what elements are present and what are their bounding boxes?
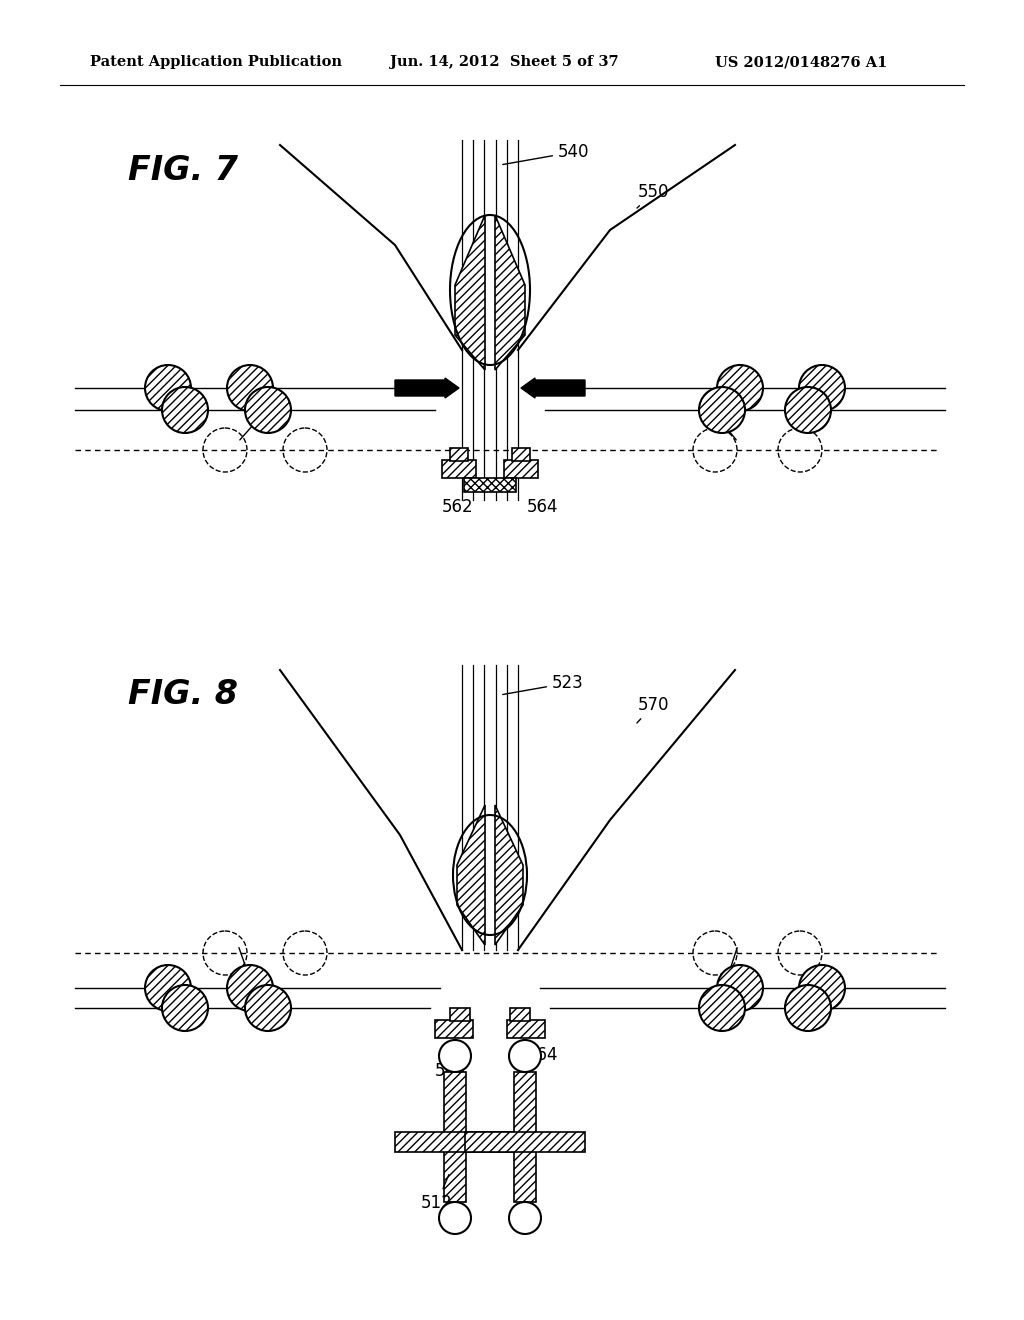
Ellipse shape <box>162 387 208 433</box>
Text: 562: 562 <box>442 498 474 516</box>
Ellipse shape <box>717 366 763 411</box>
Bar <box>435 1020 473 1038</box>
Text: FIG. 7: FIG. 7 <box>128 153 238 186</box>
Ellipse shape <box>799 366 845 411</box>
Text: FIG. 8: FIG. 8 <box>128 678 238 711</box>
Ellipse shape <box>227 366 273 411</box>
Polygon shape <box>455 215 485 370</box>
Ellipse shape <box>509 1040 541 1072</box>
Text: 562: 562 <box>442 1045 474 1064</box>
Bar <box>450 1008 470 1020</box>
Bar <box>464 478 516 492</box>
Text: US 2012/0148276 A1: US 2012/0148276 A1 <box>715 55 888 69</box>
Ellipse shape <box>145 366 191 411</box>
Ellipse shape <box>245 985 291 1031</box>
Ellipse shape <box>799 965 845 1011</box>
Bar <box>507 1020 545 1038</box>
Text: 512: 512 <box>421 1175 453 1212</box>
Ellipse shape <box>145 965 191 1011</box>
Ellipse shape <box>699 387 745 433</box>
Polygon shape <box>495 805 523 945</box>
Text: Patent Application Publication: Patent Application Publication <box>90 55 342 69</box>
Ellipse shape <box>699 985 745 1031</box>
Ellipse shape <box>162 985 208 1031</box>
Text: 550: 550 <box>637 183 670 209</box>
Bar <box>450 447 468 461</box>
Polygon shape <box>495 215 525 370</box>
Bar <box>504 459 538 478</box>
Ellipse shape <box>785 387 831 433</box>
Bar <box>465 1133 585 1152</box>
Ellipse shape <box>785 985 831 1031</box>
Ellipse shape <box>439 1203 471 1234</box>
Text: Jun. 14, 2012  Sheet 5 of 37: Jun. 14, 2012 Sheet 5 of 37 <box>390 55 618 69</box>
Bar <box>442 459 476 478</box>
Text: 570: 570 <box>637 696 670 723</box>
Text: 563: 563 <box>435 1063 467 1080</box>
Text: 540: 540 <box>503 143 590 165</box>
FancyArrow shape <box>395 378 459 399</box>
Ellipse shape <box>245 387 291 433</box>
Bar <box>395 1133 515 1152</box>
Text: 523: 523 <box>503 675 584 694</box>
Bar <box>512 447 530 461</box>
Text: 564: 564 <box>526 1045 558 1064</box>
Bar <box>444 1072 466 1203</box>
FancyArrow shape <box>521 378 585 399</box>
Ellipse shape <box>227 965 273 1011</box>
Ellipse shape <box>509 1203 541 1234</box>
Ellipse shape <box>439 1040 471 1072</box>
Polygon shape <box>457 805 485 945</box>
Ellipse shape <box>717 965 763 1011</box>
Bar <box>510 1008 530 1020</box>
Bar <box>514 1072 536 1203</box>
Text: 564: 564 <box>526 498 558 516</box>
